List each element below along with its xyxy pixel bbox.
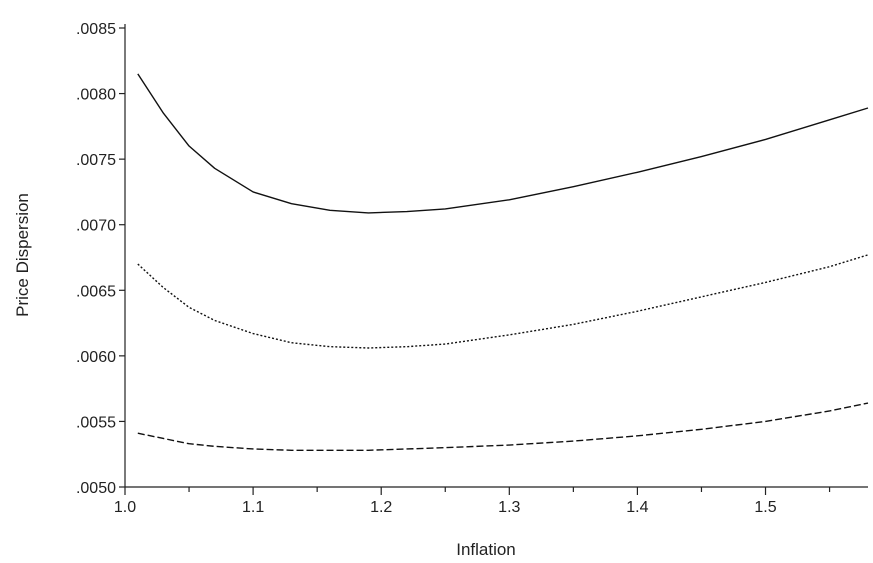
x-tick-label: 1.5: [754, 499, 776, 516]
y-tick-label: .0060: [76, 349, 116, 366]
y-tick-label: .0055: [76, 414, 116, 431]
x-tick-label: 1.1: [242, 499, 264, 516]
tick-layer: .0050 .0055 .0060 .0065 .0070 .0075 .0080 .0085…: [76, 21, 831, 516]
y-tick-label: .0070: [76, 218, 116, 235]
y-tick-label: .0075: [76, 152, 116, 169]
series-line-dashed: [137, 402, 869, 451]
series-line-solid: [137, 73, 869, 214]
x-tick-label: 1.0: [114, 499, 136, 516]
y-tick-label: .0050: [76, 480, 116, 497]
series-layer: [137, 73, 869, 451]
y-tick-label: .0065: [76, 283, 116, 300]
x-axis-title: Inflation: [456, 540, 516, 559]
y-tick-label: .0085: [76, 21, 116, 38]
y-axis-title: Price Dispersion: [13, 193, 32, 317]
series-line-dotted: [137, 254, 869, 349]
x-tick-label: 1.2: [370, 499, 392, 516]
x-tick-label: 1.3: [498, 499, 520, 516]
axes: [124, 24, 868, 488]
y-tick-label: .0080: [76, 87, 116, 104]
x-tick-label: 1.4: [626, 499, 648, 516]
